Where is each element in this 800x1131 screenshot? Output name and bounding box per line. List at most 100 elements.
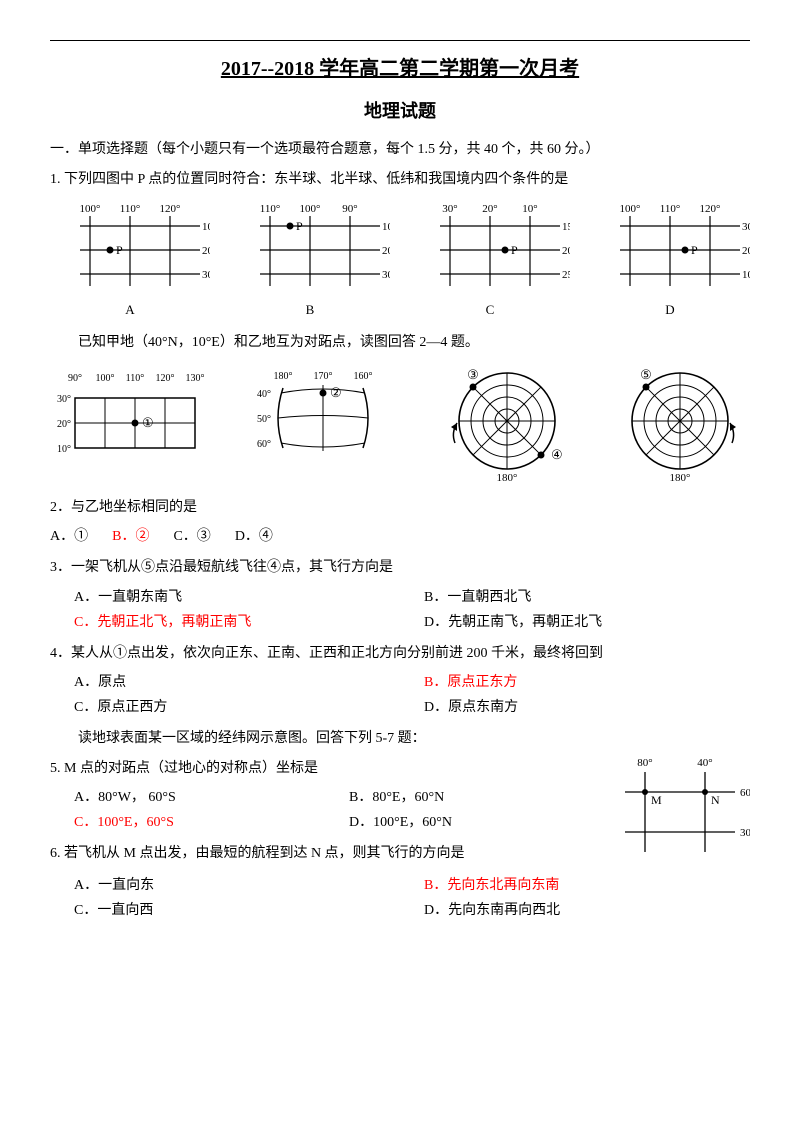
q5-text: 5. M 点的对跖点（过地心的对称点）坐标是 (50, 756, 600, 781)
option: C．先朝正北飞，再朝正南飞 (74, 615, 251, 630)
svg-text:40°: 40° (257, 389, 271, 400)
map-B: 10°20°30°110°100°90°PB (230, 200, 390, 318)
svg-text:170°: 170° (314, 371, 333, 382)
svg-text:90°: 90° (68, 373, 82, 384)
svg-text:30°: 30° (57, 394, 71, 405)
map-A: 10°20°30°100°110°120°PA (50, 200, 210, 318)
svg-text:30°: 30° (202, 269, 210, 281)
panel-2: 180° 170° 160° 40° 50° 60° ② (253, 363, 403, 473)
option: A．① (50, 524, 88, 549)
q1-text: 1. 下列四图中 P 点的位置同时符合：东半球、北半球、低纬和我国境内四个条件的… (50, 167, 750, 192)
option: B．② (112, 524, 149, 549)
svg-text:120°: 120° (156, 373, 175, 384)
svg-text:50°: 50° (257, 414, 271, 425)
svg-text:B: B (306, 302, 315, 317)
pre-q2-text: 已知甲地（40°N，10°E）和乙地互为对跖点，读图回答 2—4 题。 (50, 330, 750, 355)
svg-text:④: ④ (551, 447, 563, 462)
svg-text:10°: 10° (742, 269, 750, 281)
option: D．先朝正南飞，再朝正北飞 (424, 615, 602, 630)
map-C: 15°20°25°30°20°10°PC (410, 200, 570, 318)
svg-text:30°: 30° (442, 203, 457, 215)
option: B．80°E，60°N (349, 790, 444, 805)
svg-text:120°: 120° (700, 203, 721, 215)
svg-text:20°: 20° (57, 419, 71, 430)
svg-text:60°: 60° (740, 787, 750, 799)
svg-text:①: ① (142, 415, 154, 430)
svg-text:110°: 110° (660, 203, 681, 215)
q6-options: A．一直向东 B．先向东北再向东南 C．一直向西 D．先向东南再向西北 (50, 873, 750, 923)
map-D: 30°20°10°100°110°120°PD (590, 200, 750, 318)
option: D．先向东南再向西北 (424, 903, 560, 918)
page-subtitle: 地理试题 (50, 95, 750, 127)
svg-text:②: ② (330, 385, 342, 400)
option: C．100°E，60°S (74, 815, 174, 830)
svg-text:30°: 30° (382, 269, 390, 281)
polar-panel: 180°⑤ (610, 363, 750, 483)
option: A．80°W， 60°S (74, 790, 176, 805)
svg-text:100°: 100° (300, 203, 321, 215)
svg-text:P: P (691, 243, 698, 257)
svg-text:M: M (651, 793, 662, 807)
q2-options: A．① B．② C．③ D．④ (50, 524, 750, 549)
option: A．一直朝东南飞 (74, 590, 182, 605)
svg-text:⑤: ⑤ (640, 367, 652, 382)
svg-text:110°: 110° (126, 373, 145, 384)
svg-text:90°: 90° (342, 203, 357, 215)
option: B．原点正东方 (424, 675, 517, 690)
svg-text:20°: 20° (202, 245, 210, 257)
q6-text: 6. 若飞机从 M 点出发，由最短的航程到达 N 点，则其飞行的方向是 (50, 841, 600, 866)
svg-text:30°: 30° (742, 221, 750, 233)
q1-figures: 10° 20° 30° 100° 110° 120° P A 10° 20° 30° 110° 100°… (50, 200, 750, 318)
option: C．原点正西方 (74, 700, 167, 715)
svg-text:P: P (296, 219, 303, 233)
option: A．一直向东 (74, 878, 154, 893)
option: C．一直向西 (74, 903, 153, 918)
svg-text:60°: 60° (257, 439, 271, 450)
svg-text:P: P (511, 243, 518, 257)
q3-options: A．一直朝东南飞 B．一直朝西北飞 C．先朝正北飞，再朝正南飞 D．先朝正南飞，再朝正… (50, 585, 750, 635)
svg-text:A: A (125, 302, 135, 317)
q2-text: 2．与乙地坐标相同的是 (50, 495, 750, 520)
panel-1: 90° 100° 110° 120° 130° 30° 20° 10° ① (50, 363, 220, 473)
svg-text:10°: 10° (57, 444, 71, 455)
svg-text:20°: 20° (482, 203, 497, 215)
q5-figure: 80° 40° 60° 30° M N (610, 752, 750, 871)
svg-text:80°: 80° (637, 757, 652, 769)
option: D．100°E，60°N (349, 815, 452, 830)
svg-text:10°: 10° (202, 221, 210, 233)
option: C．③ (173, 524, 210, 549)
pre-q5-text: 读地球表面某一区域的经纬网示意图。回答下列 5-7 题： (50, 726, 750, 751)
option: D．原点东南方 (424, 700, 518, 715)
option: B．先向东北再向东南 (424, 878, 559, 893)
polar-panel: 180° ③ ④ (437, 363, 577, 483)
svg-text:P: P (116, 243, 123, 257)
q3-text: 3．一架飞机从⑤点沿最短航线飞往④点，其飞行方向是 (50, 555, 750, 580)
svg-text:N: N (711, 793, 720, 807)
svg-text:130°: 130° (186, 373, 205, 384)
mn-map: 80° 40° 60° 30° M N (610, 752, 750, 862)
svg-text:30°: 30° (740, 827, 750, 839)
option: A．原点 (74, 675, 126, 690)
svg-text:20°: 20° (562, 245, 570, 257)
svg-text:40°: 40° (697, 757, 712, 769)
q4-text: 4．某人从①点出发，依次向正东、正南、正西和正北方向分别前进 200 千米，最终… (50, 641, 750, 666)
svg-text:100°: 100° (80, 203, 101, 215)
svg-text:120°: 120° (160, 203, 181, 215)
svg-text:180°: 180° (496, 472, 517, 483)
svg-text:100°: 100° (620, 203, 641, 215)
svg-text:③: ③ (467, 367, 479, 382)
top-rule (50, 40, 750, 41)
q5-options: A．80°W， 60°S B．80°E，60°N C．100°E，60°S D．100… (50, 785, 600, 835)
svg-text:160°: 160° (354, 371, 373, 382)
option: D．④ (235, 524, 273, 549)
option: B．一直朝西北飞 (424, 590, 531, 605)
svg-text:110°: 110° (260, 203, 281, 215)
svg-text:20°: 20° (742, 245, 750, 257)
svg-text:180°: 180° (274, 371, 293, 382)
svg-text:25°: 25° (562, 269, 570, 281)
svg-text:C: C (486, 302, 495, 317)
page-title: 2017--2018 学年高二第二学期第一次月考 (50, 51, 750, 87)
section-1-heading: 一．单项选择题（每个小题只有一个选项最符合题意，每个 1.5 分，共 40 个，… (50, 137, 750, 162)
svg-text:100°: 100° (96, 373, 115, 384)
q2-figures: 90° 100° 110° 120° 130° 30° 20° 10° ① 180° 170° 160… (50, 363, 750, 483)
